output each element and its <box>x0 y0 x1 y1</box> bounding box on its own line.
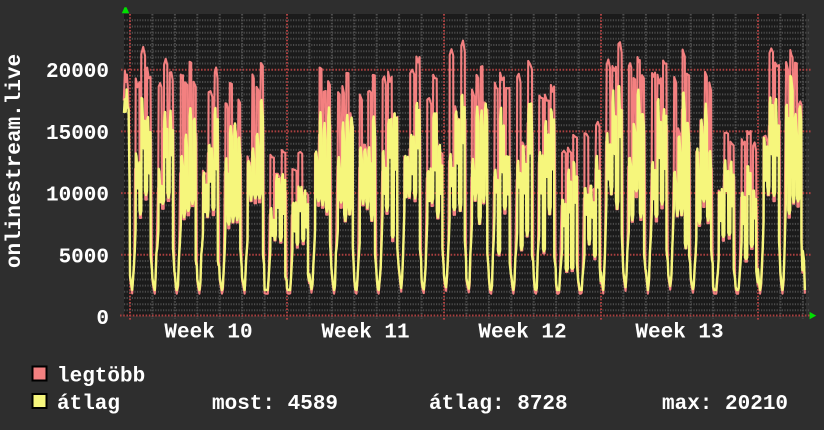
svg-text:átlag: átlag <box>57 393 120 416</box>
svg-text:most: 4589: most: 4589 <box>212 393 338 416</box>
svg-text:10000: 10000 <box>46 185 109 208</box>
svg-text:20000: 20000 <box>46 61 109 84</box>
svg-text:legtöbb: legtöbb <box>57 366 145 389</box>
svg-text:Week 13: Week 13 <box>635 322 723 345</box>
svg-text:onlinestream.live: onlinestream.live <box>4 54 27 268</box>
svg-text:Week 11: Week 11 <box>321 322 409 345</box>
svg-text:5000: 5000 <box>59 246 109 269</box>
svg-text:15000: 15000 <box>46 123 109 146</box>
svg-text:átlag: 8728: átlag: 8728 <box>429 393 568 416</box>
svg-text:Week 10: Week 10 <box>164 322 252 345</box>
svg-text:0: 0 <box>96 308 109 331</box>
svg-text:max: 20210: max: 20210 <box>662 393 788 416</box>
svg-text:Week 12: Week 12 <box>478 322 566 345</box>
